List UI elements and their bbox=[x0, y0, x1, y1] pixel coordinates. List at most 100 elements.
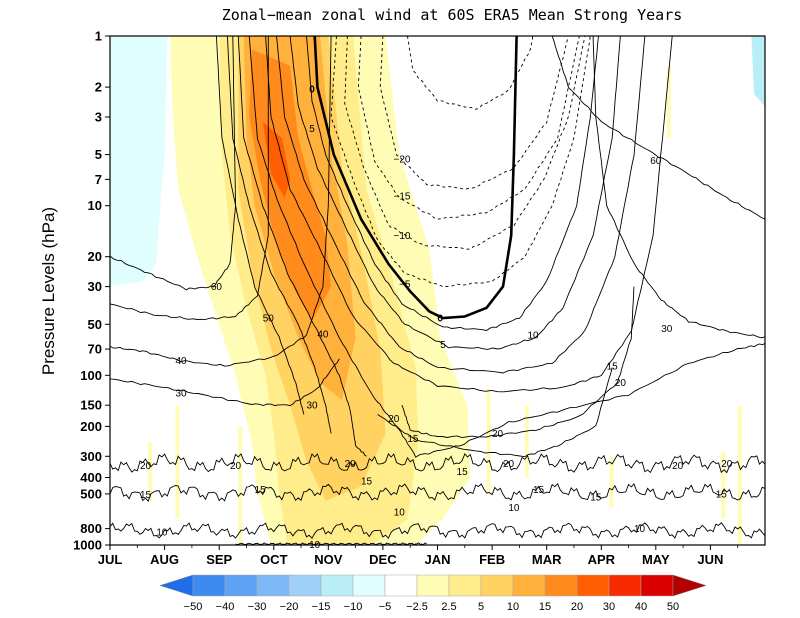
x-tick-label: JUN bbox=[697, 552, 723, 567]
colorbar-swatch bbox=[192, 574, 226, 597]
contour-label: 20 bbox=[492, 429, 504, 440]
contour-15 bbox=[276, 36, 646, 374]
contour-20-mid bbox=[401, 286, 635, 439]
y-tick-label: 50 bbox=[88, 317, 102, 332]
x-tick-label: JAN bbox=[424, 552, 450, 567]
colorbar-tick-label: −50 bbox=[184, 601, 203, 613]
colorbar-tick-label: −5 bbox=[379, 601, 392, 613]
y-tick-label: 30 bbox=[88, 279, 102, 294]
contour-label: 10 bbox=[527, 331, 539, 342]
colorbar-min-arrow bbox=[159, 574, 194, 597]
contour-50-winter bbox=[110, 36, 269, 321]
contour-40 bbox=[237, 36, 367, 457]
contour-label: 15 bbox=[457, 467, 469, 478]
contour-10 bbox=[289, 36, 621, 350]
contour-label: 20 bbox=[345, 459, 357, 470]
colorbar-swatch bbox=[416, 574, 450, 597]
contour-label: 20 bbox=[672, 461, 684, 472]
contour-label: 10 bbox=[156, 528, 168, 539]
colorbar-tick-label: 5 bbox=[478, 601, 484, 613]
x-tick-label: MAY bbox=[642, 552, 670, 567]
contour-10-surface bbox=[235, 542, 427, 545]
colorbar-tick-label: −15 bbox=[312, 601, 331, 613]
contour-label: 10 bbox=[634, 524, 646, 535]
y-tick-label: 20 bbox=[88, 249, 102, 264]
contour-label: −15 bbox=[394, 192, 411, 203]
contour-15-trop bbox=[110, 482, 765, 502]
contour-label: 5 bbox=[309, 124, 315, 135]
shade-streak bbox=[666, 65, 671, 139]
contour-label: 20 bbox=[230, 461, 242, 472]
colorbar-tick-label: 30 bbox=[603, 601, 615, 613]
y-tick-label: 5 bbox=[95, 147, 102, 162]
shade-streak bbox=[737, 405, 742, 545]
colorbar-tick-label: −2.5 bbox=[406, 601, 428, 613]
shade-blue-jun-right bbox=[751, 36, 765, 107]
shade-light-blue-jul bbox=[110, 36, 168, 287]
colorbar-swatch bbox=[448, 574, 482, 597]
wind-contours bbox=[110, 36, 765, 545]
y-tick-label: 300 bbox=[80, 449, 102, 464]
contour-label: 60 bbox=[211, 282, 223, 293]
y-tick-label: 100 bbox=[80, 368, 102, 383]
colorbar-swatch bbox=[352, 574, 386, 597]
contour-15-mid bbox=[377, 367, 613, 458]
contour-label: 15 bbox=[607, 361, 619, 372]
contour-20-right bbox=[592, 36, 765, 339]
contour-label: −20 bbox=[394, 154, 411, 165]
contour-20-trop bbox=[110, 453, 765, 474]
y-tick-label: 70 bbox=[88, 342, 102, 357]
contour-label: 15 bbox=[407, 434, 419, 445]
x-axis-ticks: JUL AUG SEP OCT NOV DEC JAN FEB MAR APR MAY JUN bbox=[98, 545, 739, 567]
x-tick-label: DEC bbox=[369, 552, 397, 567]
colorbar-tick-label: 40 bbox=[635, 601, 647, 613]
contour-label: 30 bbox=[661, 324, 673, 335]
shade-orange-20 bbox=[249, 49, 332, 322]
contour-30 bbox=[248, 36, 765, 458]
y-tick-label: 10 bbox=[88, 198, 102, 213]
colorbar-tick-label: 15 bbox=[539, 601, 551, 613]
contour-neg-5 bbox=[330, 36, 591, 288]
y-tick-label: 1 bbox=[95, 29, 102, 44]
colorbar-tick-label: −20 bbox=[280, 601, 299, 613]
x-tick-label: APR bbox=[588, 552, 616, 567]
contour-40-winter bbox=[110, 36, 332, 367]
x-tick-label: FEB bbox=[479, 552, 505, 567]
wind-shading bbox=[110, 36, 765, 545]
contour-label: 20 bbox=[388, 414, 400, 425]
shade-streak bbox=[175, 405, 180, 519]
contour-50 bbox=[226, 36, 332, 434]
y-tick-label: 1000 bbox=[73, 538, 102, 553]
colorbar-max-arrow bbox=[672, 574, 707, 597]
contour-label: 30 bbox=[306, 401, 318, 412]
y-tick-label: 200 bbox=[80, 419, 102, 434]
contour-label: 40 bbox=[317, 329, 329, 340]
colorbar-swatch bbox=[256, 574, 290, 597]
contour-60-jun bbox=[551, 36, 765, 220]
colorbar-swatch bbox=[224, 574, 258, 597]
contour-label: 15 bbox=[533, 485, 545, 496]
x-tick-label: OCT bbox=[260, 552, 288, 567]
contour-label: −10 bbox=[394, 231, 411, 242]
contour-label: 15 bbox=[361, 477, 373, 488]
shade-streak bbox=[486, 388, 491, 494]
colorbar-tick-label: 20 bbox=[571, 601, 583, 613]
contour-label: 0 bbox=[437, 314, 443, 325]
shade-streak bbox=[721, 451, 726, 519]
colorbar-tick-label: −40 bbox=[216, 601, 235, 613]
contour-10-trop bbox=[110, 522, 765, 539]
shade-streak bbox=[148, 442, 153, 501]
x-tick-label: JUL bbox=[98, 552, 123, 567]
y-tick-label: 2 bbox=[95, 80, 102, 95]
x-tick-label: SEP bbox=[206, 552, 232, 567]
y-axis-label: Pressure Levels (hPa) bbox=[39, 207, 58, 375]
contour-neg-upper bbox=[407, 36, 534, 110]
colorbar-tick-label: 50 bbox=[667, 601, 679, 613]
contour-label: 50 bbox=[263, 314, 275, 325]
chart-title: Zonal−mean zonal wind at 60S ERA5 Mean S… bbox=[222, 6, 683, 24]
contour-0-main bbox=[313, 36, 518, 320]
colorbar-tick-label: 10 bbox=[507, 601, 519, 613]
